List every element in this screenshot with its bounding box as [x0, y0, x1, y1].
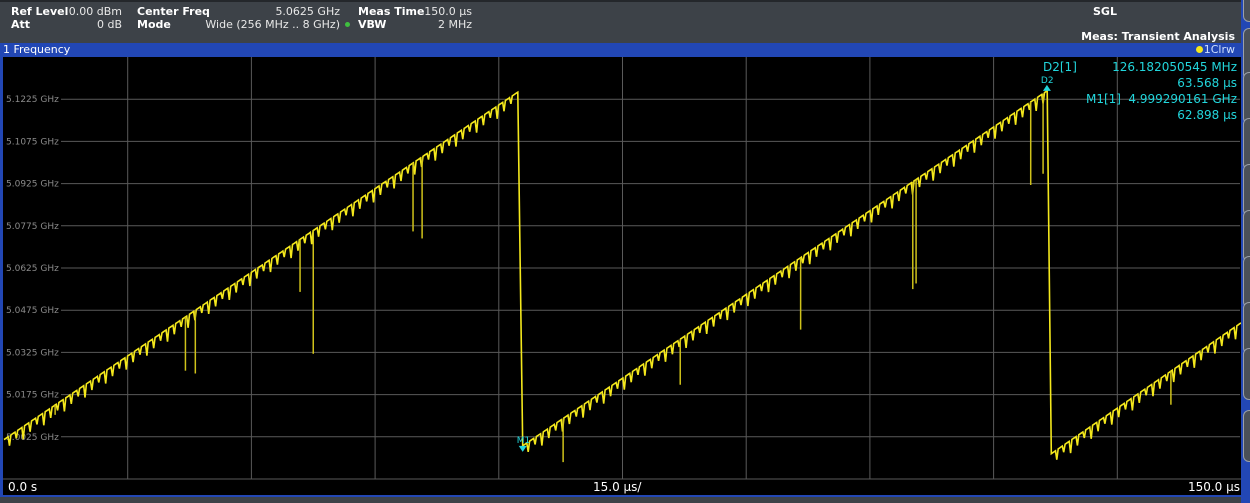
window-title: 1 Frequency [3, 43, 71, 56]
trace-indicator[interactable]: 1Clrw [1195, 43, 1235, 57]
y-tick-label: 5.1225 GHz [6, 95, 59, 105]
y-tick-label: 5.0175 GHz [6, 391, 59, 401]
window-title-bar[interactable]: 1 Frequency 1Clrw [0, 43, 1241, 57]
d2-marker-label: D2[1] [1043, 60, 1077, 74]
softkey-button[interactable] [1243, 72, 1250, 124]
ref-level-label: Ref Level [11, 5, 69, 18]
softkey-button[interactable] [1243, 302, 1250, 354]
frequency-vs-time-plot[interactable]: 5.1225 GHz 5.1075 GHz 5.0925 GHz 5.0775 GHz… [0, 57, 1241, 480]
y-tick-label: 5.0775 GHz [6, 222, 59, 232]
center-freq-label: Center Freq [137, 5, 210, 18]
marker-d2-tag: D2 [1041, 76, 1054, 86]
softkey-panel [1241, 0, 1250, 503]
att-value[interactable]: 0 dB [96, 18, 122, 31]
x-end-label: 150.0 µs [1187, 480, 1240, 494]
sweep-mode-indicator: SGL [1093, 5, 1117, 18]
m1-marker-value: 4.999290161 GHz [1128, 92, 1237, 106]
softkey-button[interactable] [1243, 164, 1250, 216]
marker-m1-icon [518, 445, 527, 452]
softkey-button[interactable] [1243, 410, 1250, 462]
time-axis-bar: 0.0 s 15.0 µs/ 150.0 µs [0, 480, 1244, 497]
vbw-label: VBW [358, 18, 387, 31]
softkey-button[interactable] [1243, 118, 1250, 170]
att-label: Att [11, 18, 31, 31]
frequency-trace [3, 89, 1241, 460]
ref-level-value[interactable]: 0.00 dBm [68, 5, 122, 18]
y-tick-label: 5.0475 GHz [6, 306, 59, 316]
status-dot-icon [345, 22, 350, 27]
m1-marker-label: M1[1] [1086, 92, 1121, 106]
softkey-button[interactable] [1243, 348, 1250, 400]
marker-m1-tag: M1 [517, 436, 531, 446]
trace-label: 1Clrw [1203, 43, 1235, 56]
x-div-label: 15.0 µs/ [593, 480, 642, 494]
center-freq-value[interactable]: 5.0625 GHz [275, 5, 340, 18]
d2-marker-time: 63.568 µs [1177, 76, 1237, 90]
measurement-settings-bar: Ref Level 0.00 dBm Att 0 dB Center Freq … [0, 0, 1241, 43]
softkey-button[interactable] [1243, 210, 1250, 262]
marker-d2-icon [1042, 84, 1051, 91]
measurement-name: Meas: Transient Analysis [1081, 30, 1235, 43]
meas-time-value[interactable]: 150.0 µs [424, 5, 472, 18]
status-strip [0, 497, 1250, 503]
y-tick-label: 5.0925 GHz [6, 180, 59, 190]
y-tick-label: 5.1075 GHz [6, 137, 59, 147]
chart-svg: 5.1225 GHz 5.1075 GHz 5.0925 GHz 5.0775 GHz… [3, 57, 1241, 480]
mode-label: Mode [137, 18, 171, 31]
meas-time-label: Meas Time [358, 5, 425, 18]
y-tick-label: 5.0325 GHz [6, 348, 59, 358]
vbw-value[interactable]: 2 MHz [437, 18, 472, 31]
x-start-label: 0.0 s [8, 480, 38, 494]
softkey-button[interactable] [1243, 0, 1250, 22]
m1-marker-time: 62.898 µs [1177, 108, 1237, 122]
d2-marker-value: 126.182050545 MHz [1112, 60, 1237, 74]
mode-value[interactable]: Wide (256 MHz .. 8 GHz) [205, 18, 340, 31]
y-tick-label: 5.0625 GHz [6, 264, 59, 274]
y-tick-label: 5.0025 GHz [6, 433, 59, 443]
trace-dot-icon [1195, 46, 1203, 53]
softkey-button[interactable] [1243, 256, 1250, 308]
